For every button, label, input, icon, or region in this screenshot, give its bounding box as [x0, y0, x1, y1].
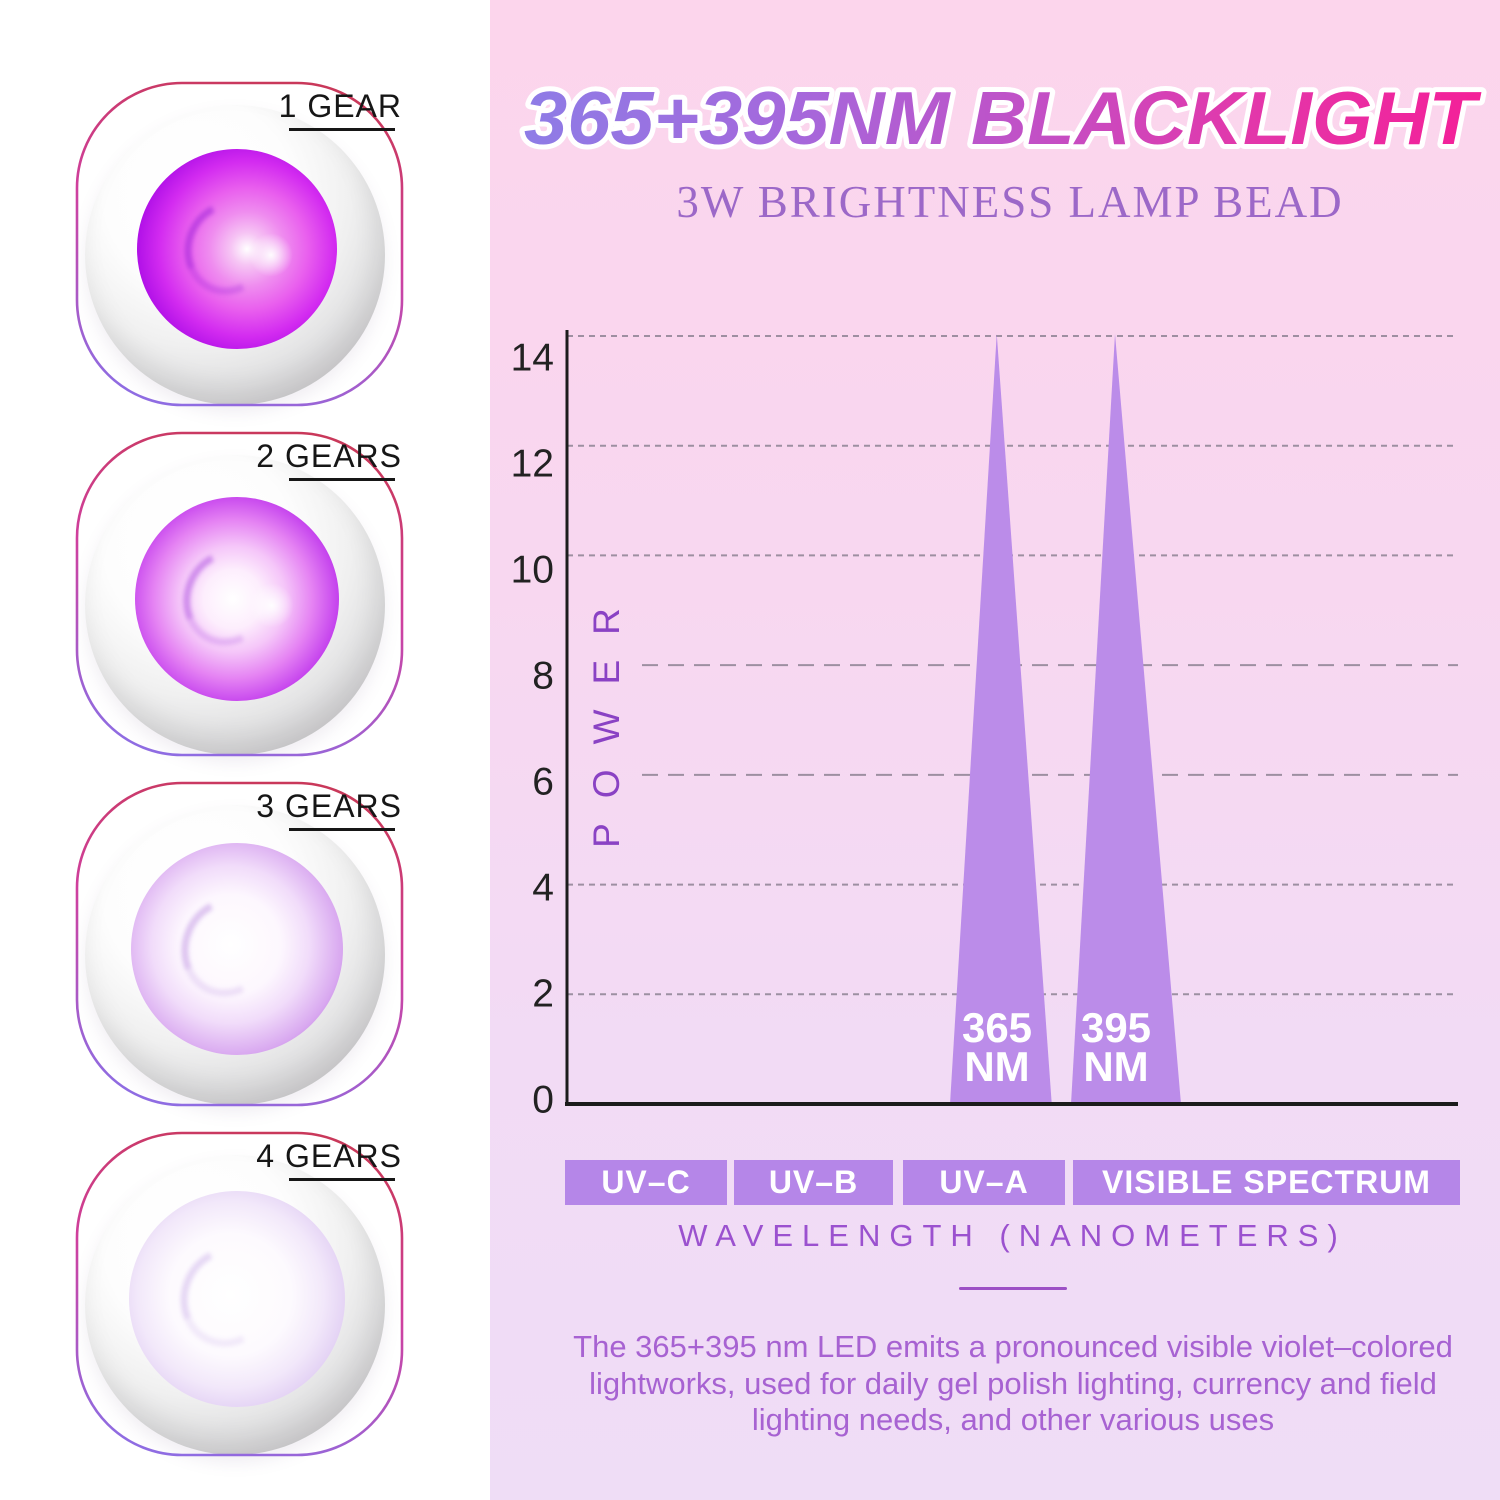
lamp-glow [129, 1191, 345, 1407]
y-axis-title: POWER [586, 583, 627, 848]
lamp-puck [85, 805, 385, 1105]
lamp-puck [85, 455, 385, 755]
lamp-glow [131, 843, 343, 1055]
xtick-500: 500 [1389, 1119, 1457, 1120]
gear-underline [289, 1178, 395, 1181]
x-axis-title: WAVELENGTH (NANOMETERS) [678, 1218, 1347, 1253]
spectrum-chart: 0 2 4 6 8 10 12 14 200 300 400 500 [511, 330, 1458, 1121]
page-title-svg: 365+395NM BLACKLIGHT [519, 71, 1487, 165]
peak-triangle-395nm [1071, 334, 1181, 1104]
page-title: 365+395NM BLACKLIGHT [524, 76, 1482, 160]
band-uv-c: UV–C [565, 1160, 727, 1205]
gear-underline [289, 828, 395, 831]
peak-label-395nm: 395 NM [1080, 1004, 1152, 1091]
lamp-glow [137, 149, 337, 349]
page-subtitle: 3W BRIGHTNESS LAMP BEAD [676, 177, 1344, 227]
band-visible-spectrum: VISIBLE SPECTRUM [1073, 1160, 1460, 1205]
xtick-200: 200 [564, 1119, 632, 1120]
ytick-2: 2 [532, 973, 554, 1016]
description-text: The 365+395 nm LED emits a pronounced vi… [573, 1329, 1453, 1438]
gear-underline [289, 128, 395, 131]
gear-label: 4 GEARS [256, 1138, 402, 1174]
lamp-cell-gear-2: 2 GEARS [0, 408, 500, 758]
ytick-8: 8 [532, 655, 554, 698]
lamp-glow [135, 497, 339, 701]
ytick-4: 4 [532, 867, 554, 910]
lamp-cell-gear-4: 4 GEARS [0, 1108, 500, 1458]
lamp-puck [85, 1155, 385, 1455]
ytick-0: 0 [532, 1079, 554, 1121]
lamp-hotspot [249, 233, 293, 277]
band-uv-a: UV–A [903, 1160, 1065, 1205]
ytick-6: 6 [532, 761, 554, 804]
lamp-cell-gear-1: 1 GEAR [0, 58, 500, 408]
gear-label: 1 GEAR [278, 88, 402, 124]
ytick-12: 12 [511, 443, 554, 486]
section-divider [959, 1287, 1067, 1290]
lamp-cell-gear-3: 3 GEARS [0, 758, 500, 1108]
lamp-puck [85, 105, 385, 405]
xtick-300: 300 [839, 1119, 907, 1120]
lamp-hotspot [249, 582, 295, 628]
peak-label-365nm: 365 NM [961, 1004, 1033, 1091]
uv-bands-row: UV–C UV–B UV–A VISIBLE SPECTRUM [565, 1160, 1460, 1205]
gear-label: 3 GEARS [256, 788, 402, 824]
gear-underline [289, 478, 395, 481]
band-uv-b: UV–B [734, 1160, 893, 1205]
xtick-400: 400 [1114, 1119, 1182, 1120]
lamp-gears-panel: 1 GEAR 2 GEARS 3 GEARS [0, 0, 490, 1500]
ytick-10: 10 [511, 549, 554, 592]
gear-label: 2 GEARS [256, 438, 402, 474]
peak-triangle-365nm [950, 334, 1052, 1104]
ytick-14: 14 [511, 337, 554, 380]
